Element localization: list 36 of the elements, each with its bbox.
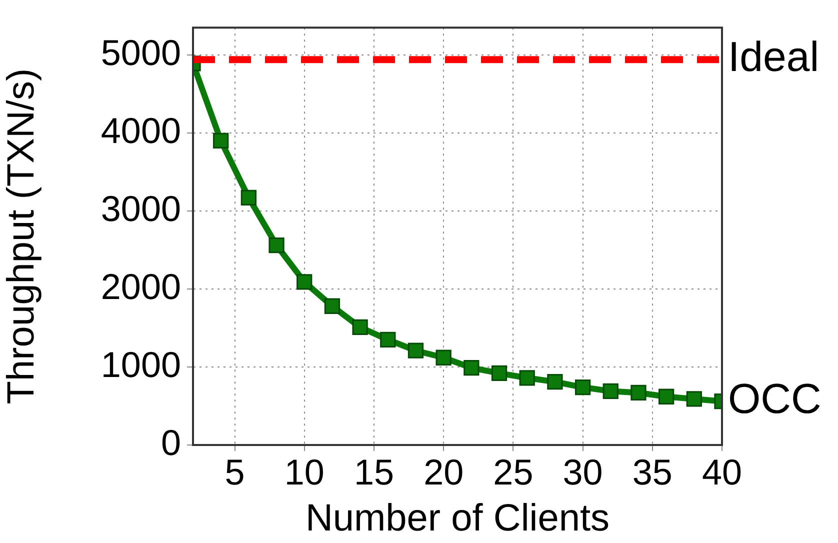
y-tick-label: 1000 (100, 344, 181, 385)
point (658, 388, 674, 404)
x-axis-title: Number of Clients (305, 498, 610, 540)
point (436, 350, 452, 366)
x-tick-label: 15 (354, 452, 394, 493)
point (630, 384, 646, 401)
ref-line-label: Ideal (728, 33, 820, 80)
point (519, 370, 535, 386)
point (240, 190, 257, 206)
y-axis-title: Throughput (TXN/s) (0, 68, 42, 404)
y-tick-label: 4000 (100, 110, 181, 151)
point (268, 237, 284, 254)
point (574, 379, 591, 396)
x-tick-label: 25 (493, 452, 534, 493)
point (491, 365, 508, 382)
y-tick-label: 0 (160, 422, 181, 463)
x-tick-label: 10 (284, 452, 324, 493)
y-tick-label: 2000 (100, 266, 181, 307)
point (352, 319, 368, 336)
y-tick-label: 5000 (100, 32, 181, 73)
point (686, 391, 702, 407)
point (324, 298, 340, 314)
y-tick-label: 3000 (100, 188, 181, 229)
x-tick-label: 30 (562, 452, 603, 493)
series-label: OCC (728, 374, 822, 422)
x-tick-label: 40 (702, 452, 742, 493)
point (296, 274, 312, 290)
x-tick-label: 5 (224, 452, 245, 493)
point (547, 374, 563, 390)
x-tick-label: 20 (424, 452, 464, 493)
point (213, 132, 229, 149)
point (464, 360, 480, 376)
x-tick-label: 35 (632, 452, 672, 493)
point (408, 342, 424, 358)
point (602, 383, 618, 399)
point (380, 332, 396, 348)
